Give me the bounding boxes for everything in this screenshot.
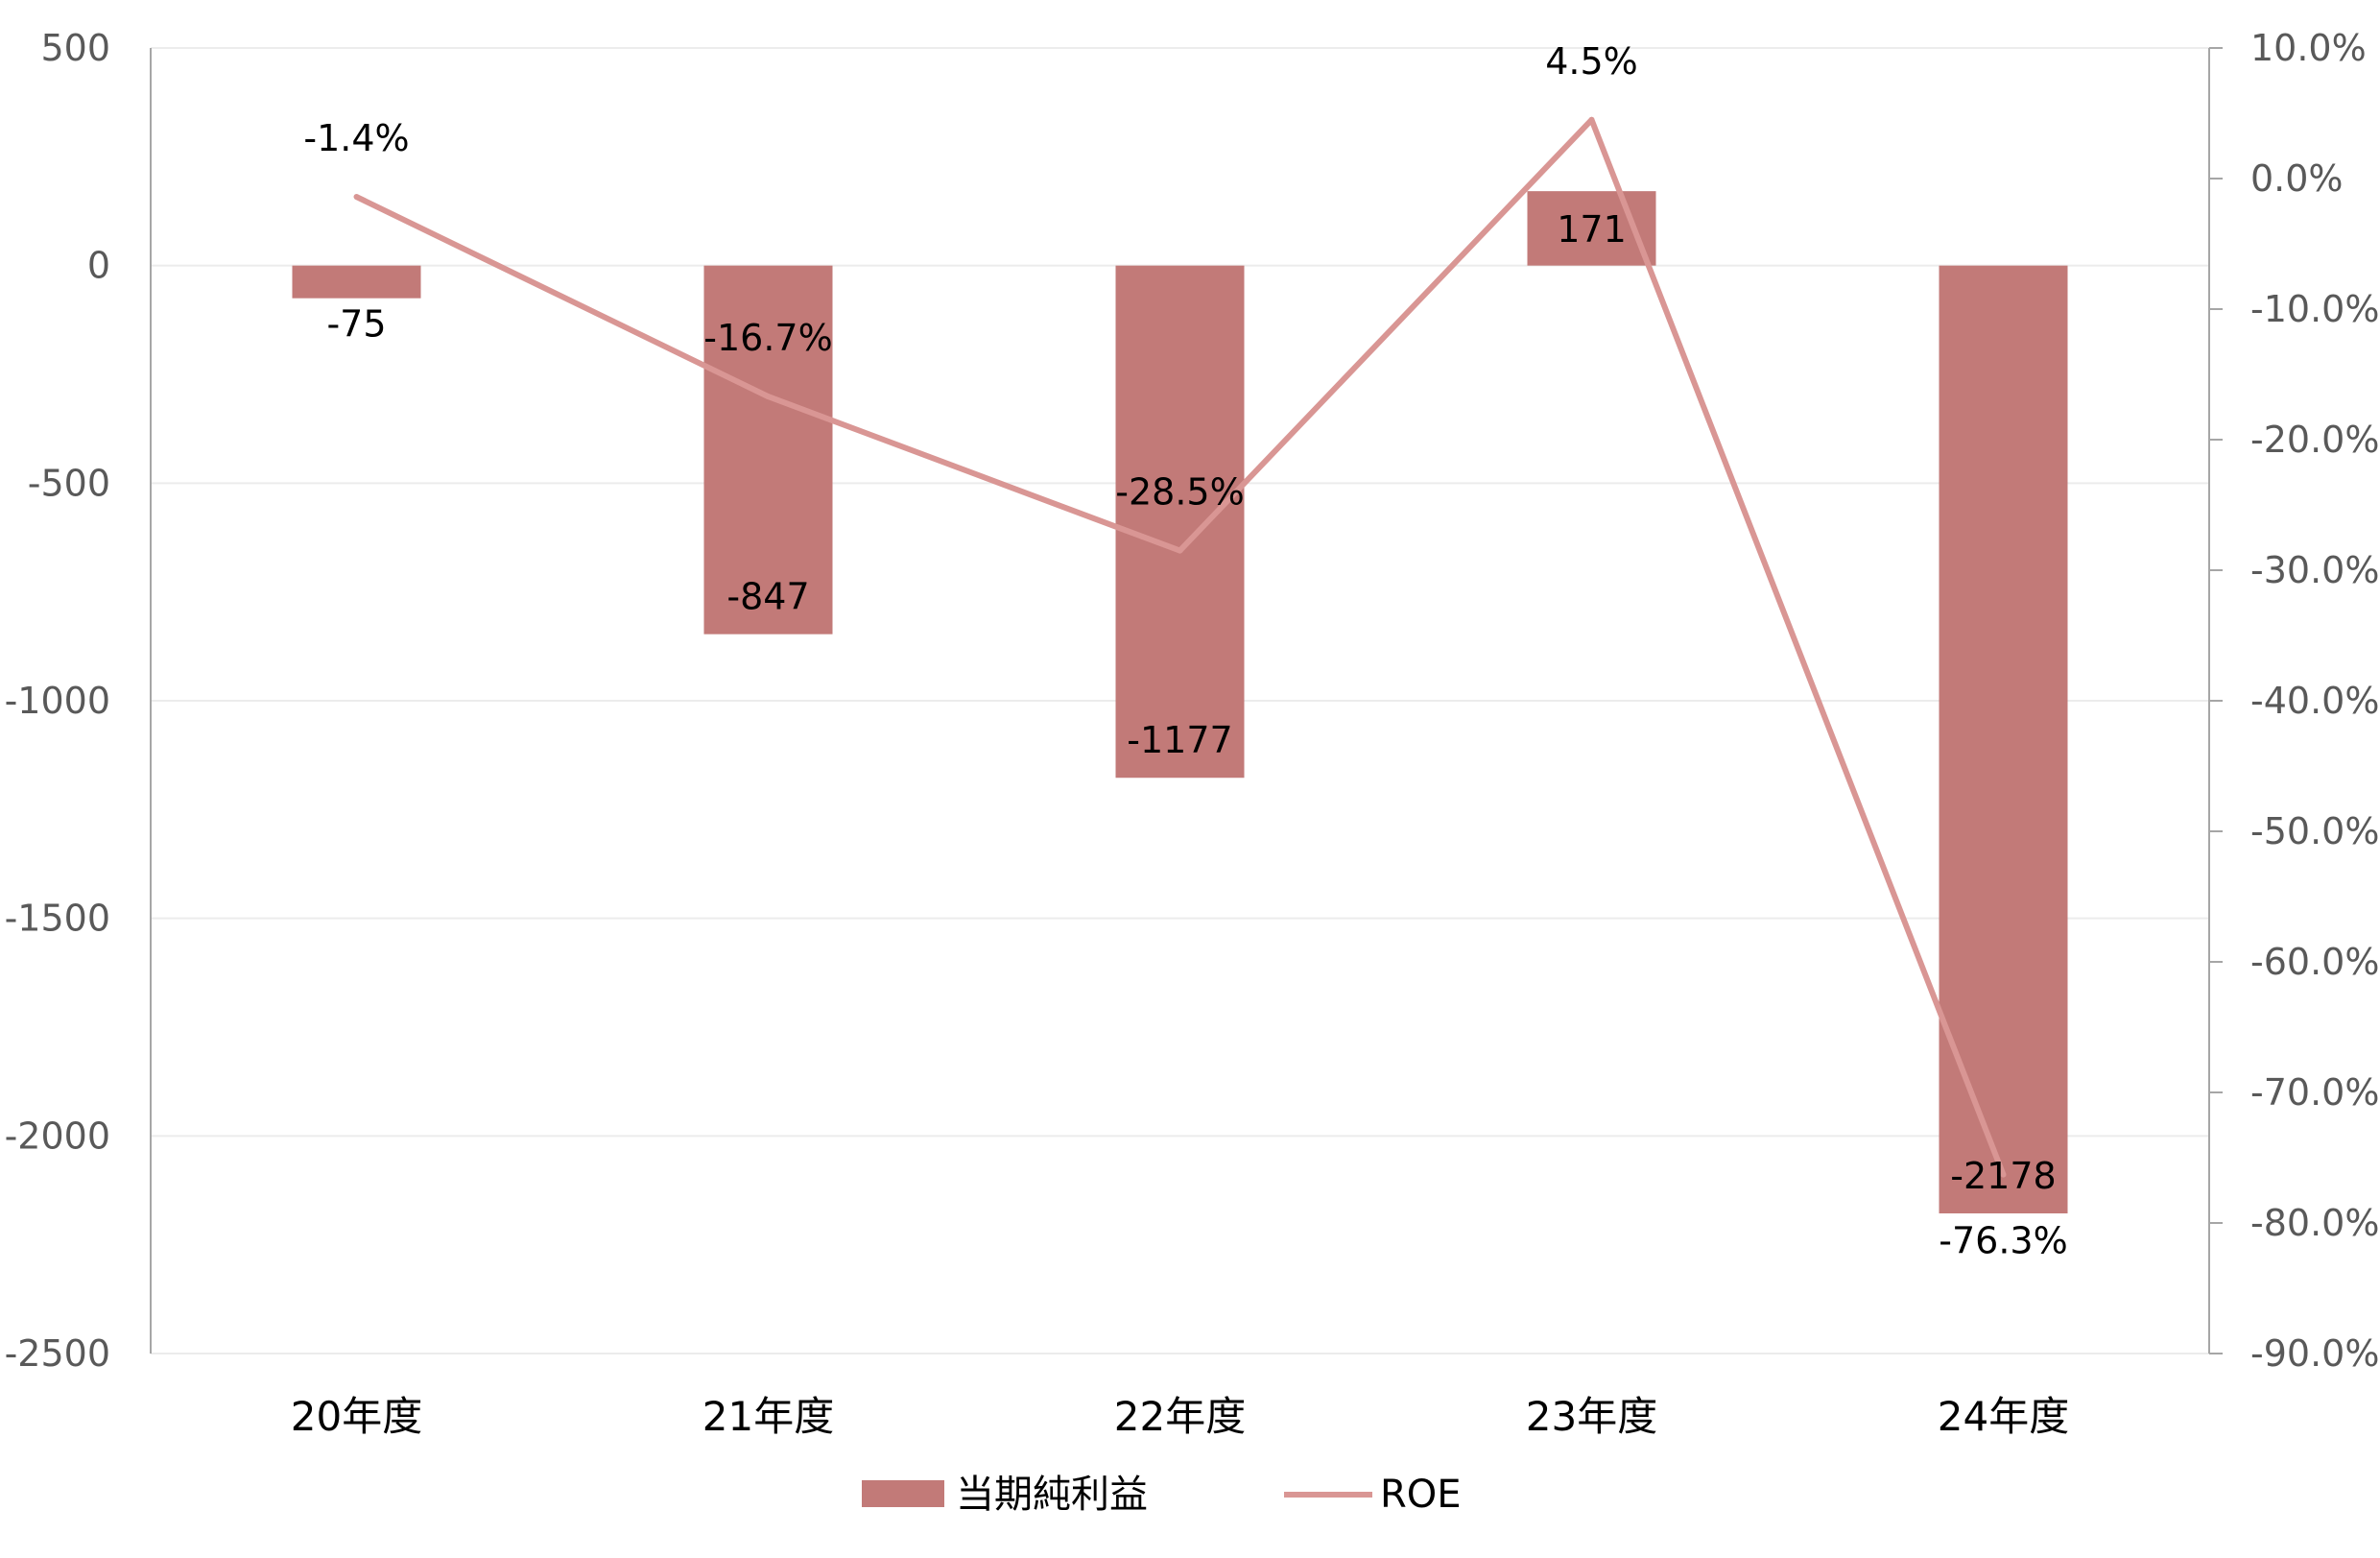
right-tick-label: -80.0%: [2250, 1202, 2379, 1244]
right-tick-label: -90.0%: [2250, 1332, 2379, 1375]
bar-data-label: -75: [326, 303, 386, 346]
bar-data-label: 171: [1557, 208, 1627, 251]
roe-point: [2000, 1171, 2007, 1178]
category-label: 20年度: [291, 1393, 422, 1440]
left-tick-label: 500: [40, 27, 110, 69]
legend-bar-label: 当期純利益: [956, 1473, 1148, 1517]
line-data-label: 4.5%: [1545, 40, 1638, 83]
left-tick-label: -2500: [5, 1332, 110, 1375]
right-axis-ticks: 10.0% 0.0% -10.0% -20.0% -30.0% -40.0% -50.0% -…: [2209, 27, 2379, 1375]
left-tick-label: -500: [28, 462, 110, 504]
category-label: 24年度: [1938, 1393, 2069, 1440]
category-label: 22年度: [1114, 1393, 1246, 1440]
legend-line-label: ROE: [1380, 1473, 1462, 1517]
right-tick-label: -30.0%: [2250, 549, 2379, 591]
roe-point: [1177, 547, 1183, 554]
bar-data-labels: -75 -847 -1177 171 -2178: [326, 208, 2056, 1197]
line-data-label: -1.4%: [303, 117, 409, 159]
right-tick-label: -70.0%: [2250, 1071, 2379, 1114]
line-data-label: -76.3%: [1939, 1220, 2067, 1262]
roe-point: [1588, 116, 1595, 123]
right-tick-label: 0.0%: [2250, 157, 2344, 200]
line-data-label: -16.7%: [703, 317, 832, 359]
roe-point: [353, 194, 360, 201]
right-tick-label: 10.0%: [2250, 27, 2367, 69]
bar-data-label: -2178: [1950, 1155, 2056, 1197]
right-tick-label: -20.0%: [2250, 419, 2379, 461]
bar-20年度: [292, 265, 421, 299]
bar-21年度: [703, 265, 833, 635]
right-tick-label: -50.0%: [2250, 810, 2379, 852]
right-tick-label: -40.0%: [2250, 680, 2379, 722]
category-label: 23年度: [1526, 1393, 1657, 1440]
line-data-label: -28.5%: [1115, 471, 1244, 514]
roe-line-series: [353, 116, 2007, 1178]
right-tick-label: -10.0%: [2250, 288, 2379, 330]
category-axis-labels: 20年度 21年度 22年度 23年度 24年度: [291, 1393, 2069, 1440]
bar-data-label: -1177: [1127, 719, 1232, 761]
bar-series: [292, 191, 2068, 1214]
left-axis-ticks: 500 0 -500 -1000 -1500 -2000 -2500: [5, 27, 110, 1375]
bar-data-label: -847: [726, 576, 809, 618]
bar-22年度: [1115, 265, 1245, 779]
left-tick-label: -2000: [5, 1115, 110, 1157]
left-tick-label: 0: [87, 245, 110, 287]
line-data-labels: -1.4% -16.7% -28.5% 4.5% -76.3%: [303, 40, 2067, 1262]
right-tick-label: -60.0%: [2250, 941, 2379, 983]
bar-24年度: [1939, 265, 2068, 1214]
left-tick-label: -1000: [5, 680, 110, 722]
legend-bar-swatch: [862, 1480, 944, 1507]
category-label: 21年度: [702, 1393, 834, 1440]
legend: 当期純利益 ROE: [862, 1473, 1462, 1517]
left-tick-label: -1500: [5, 898, 110, 940]
roe-point: [765, 394, 772, 400]
